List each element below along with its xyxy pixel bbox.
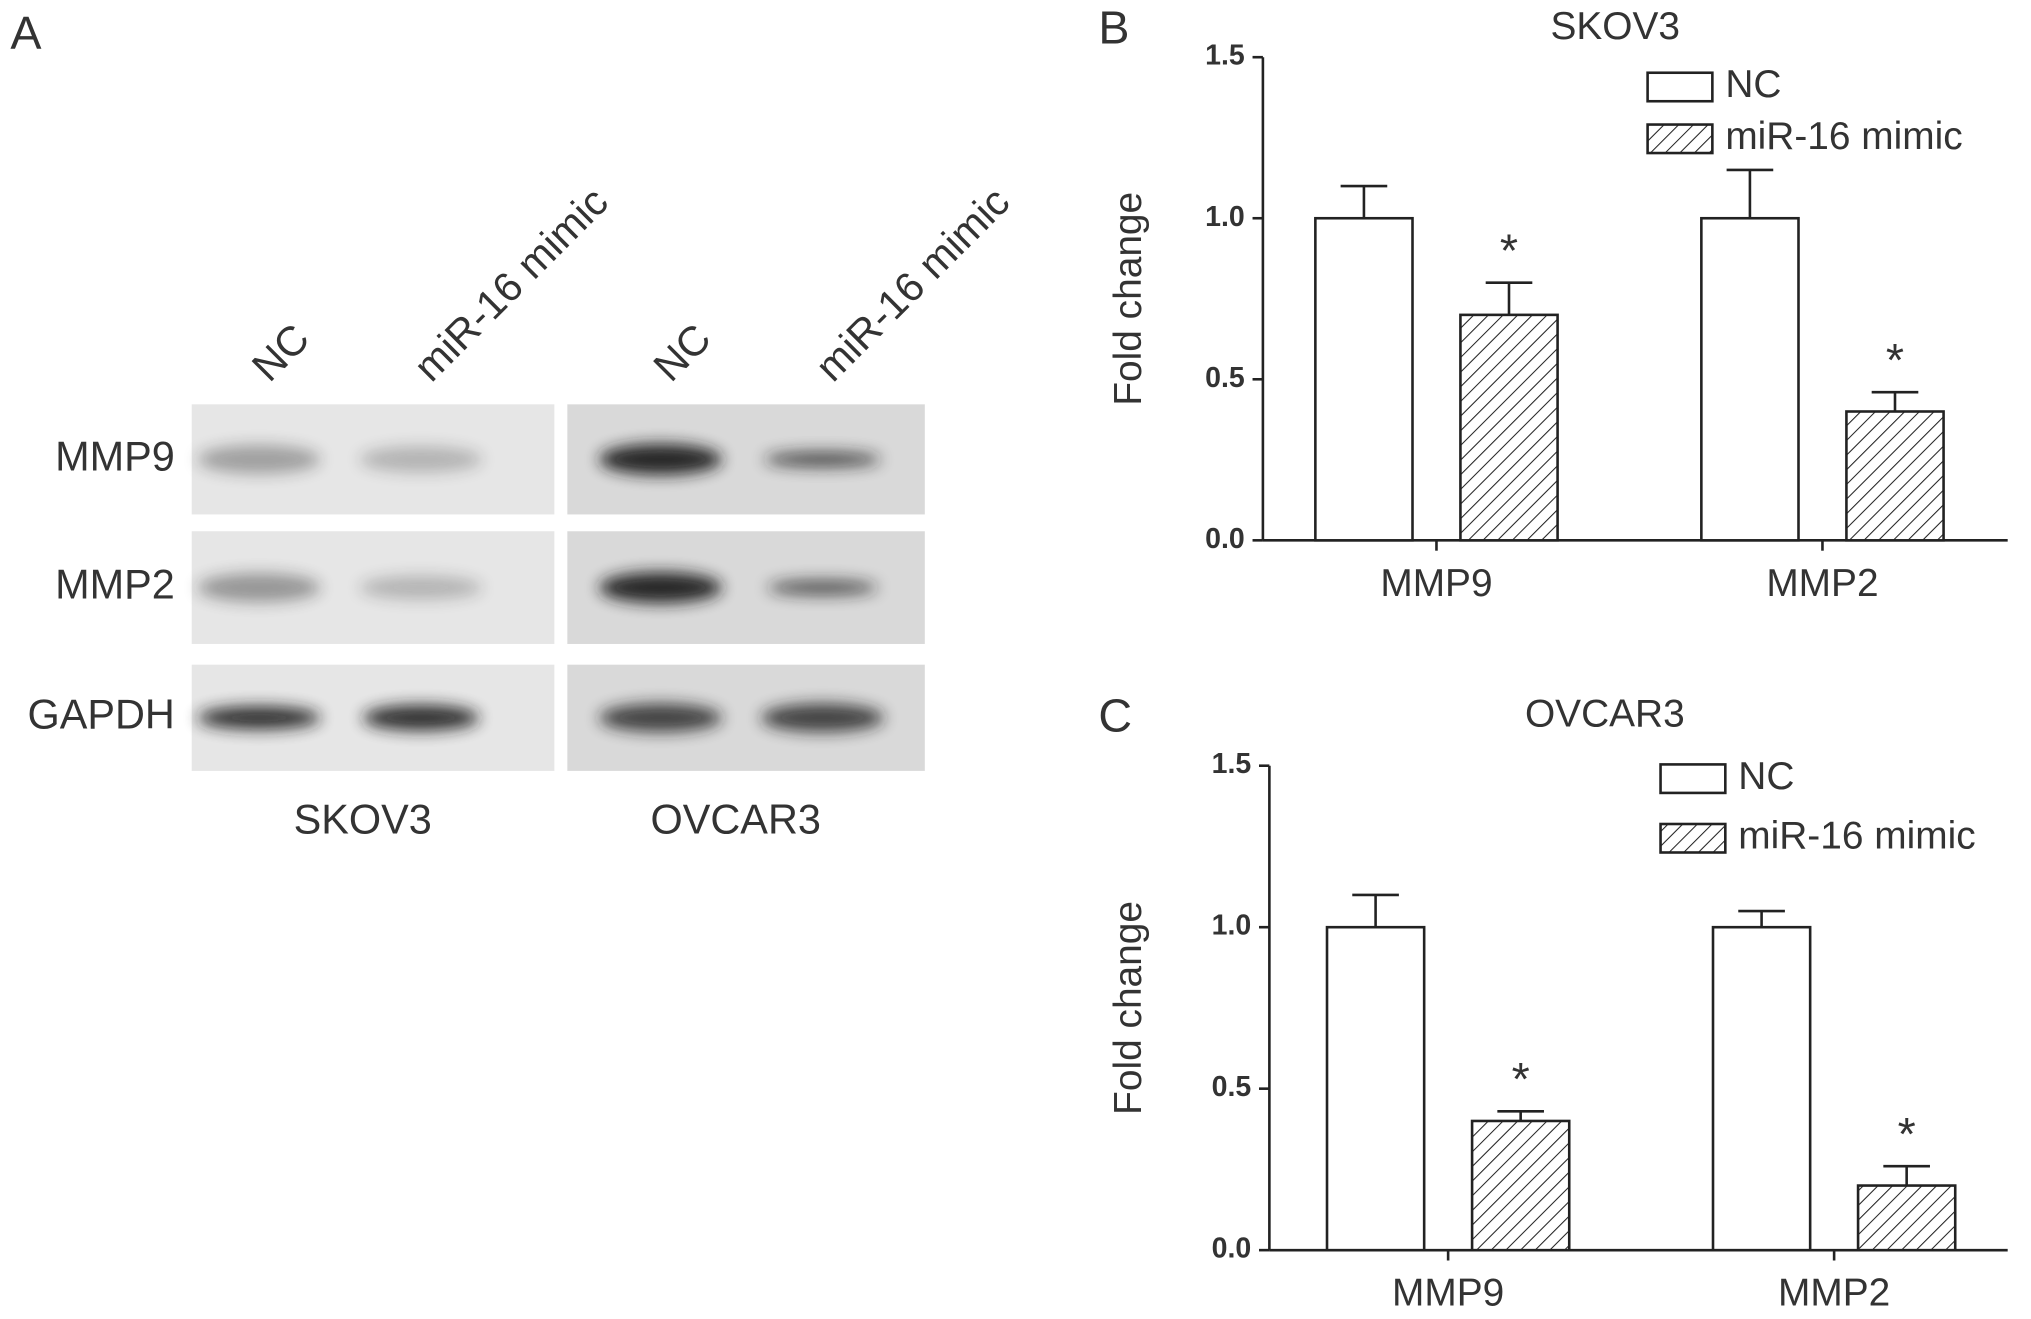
band bbox=[767, 579, 878, 596]
bar bbox=[1845, 410, 1945, 542]
y-tick-label: 0.5 bbox=[1205, 362, 1245, 394]
protein-label: MMP2 bbox=[55, 561, 175, 608]
legend-label: miR-16 mimic bbox=[1725, 115, 1962, 158]
significance-mark: * bbox=[1500, 224, 1518, 276]
panel-label: A bbox=[10, 7, 41, 59]
x-tick-label: MMP2 bbox=[1766, 562, 1878, 605]
band bbox=[599, 703, 723, 733]
legend-swatch bbox=[1646, 123, 1714, 155]
significance-mark: * bbox=[1886, 334, 1904, 386]
cell-line-label: OVCAR3 bbox=[651, 796, 821, 843]
protein-label: MMP9 bbox=[55, 432, 175, 479]
y-tick-label: 1.5 bbox=[1212, 748, 1252, 780]
legend-swatch bbox=[1646, 71, 1714, 103]
western-blot: A MMP9 MMP2 GAPDH SKOV3 NC miR-16 mimic OVCAR3… bbox=[10, 7, 1018, 843]
band bbox=[362, 704, 480, 731]
x-tick-label: MMP2 bbox=[1778, 1272, 1890, 1315]
y-tick-label: 1.0 bbox=[1205, 201, 1245, 233]
band bbox=[599, 443, 723, 475]
y-tick-label: 0.0 bbox=[1205, 523, 1245, 555]
band bbox=[197, 706, 321, 730]
panel-label: C bbox=[1098, 689, 1132, 741]
bar bbox=[1711, 925, 1812, 1252]
bar bbox=[1325, 925, 1426, 1252]
cell-line-label: SKOV3 bbox=[294, 796, 432, 843]
band bbox=[764, 451, 881, 468]
bar-chart: C OVCAR3 Fold change 0.0 0.5 1.0 1.5 MMP9 * MMP2 *… bbox=[1098, 689, 2008, 1315]
legend-label: miR-16 mimic bbox=[1738, 815, 1975, 858]
band bbox=[760, 703, 885, 733]
legend-label: NC bbox=[1725, 63, 1781, 106]
bar bbox=[1856, 1184, 1957, 1252]
legend-label: NC bbox=[1738, 755, 1794, 798]
lane-label: NC bbox=[243, 314, 319, 390]
significance-mark: * bbox=[1512, 1053, 1530, 1105]
y-tick-label: 1.5 bbox=[1205, 40, 1245, 72]
bar bbox=[1459, 313, 1559, 542]
chart-title: SKOV3 bbox=[1550, 5, 1680, 48]
x-tick-label: MMP9 bbox=[1380, 562, 1492, 605]
protein-label: GAPDH bbox=[28, 691, 175, 738]
y-tick-label: 1.0 bbox=[1212, 910, 1252, 942]
bar bbox=[1700, 216, 1800, 542]
y-tick-label: 0.5 bbox=[1212, 1071, 1252, 1103]
band bbox=[359, 575, 483, 600]
significance-mark: * bbox=[1898, 1108, 1916, 1160]
band bbox=[197, 573, 321, 602]
y-axis-label: Fold change bbox=[1107, 192, 1150, 406]
legend-swatch bbox=[1659, 822, 1727, 854]
chart-title: OVCAR3 bbox=[1525, 693, 1685, 736]
bar-chart: B SKOV3 Fold change 0.0 0.5 1.0 1.5 MMP9 * MMP2 * N… bbox=[1098, 2, 2008, 605]
legend-swatch bbox=[1659, 763, 1727, 795]
band bbox=[197, 445, 321, 474]
band bbox=[599, 572, 723, 604]
lane-label: miR-16 mimic bbox=[404, 178, 616, 390]
x-tick-label: MMP9 bbox=[1392, 1272, 1504, 1315]
band bbox=[359, 446, 483, 473]
lane-label: NC bbox=[644, 314, 720, 390]
bar bbox=[1470, 1119, 1571, 1252]
y-tick-label: 0.0 bbox=[1212, 1233, 1252, 1265]
panel-label: B bbox=[1098, 2, 1129, 54]
lane-label: miR-16 mimic bbox=[806, 178, 1018, 390]
y-axis-label: Fold change bbox=[1107, 901, 1150, 1115]
bar bbox=[1314, 216, 1414, 542]
